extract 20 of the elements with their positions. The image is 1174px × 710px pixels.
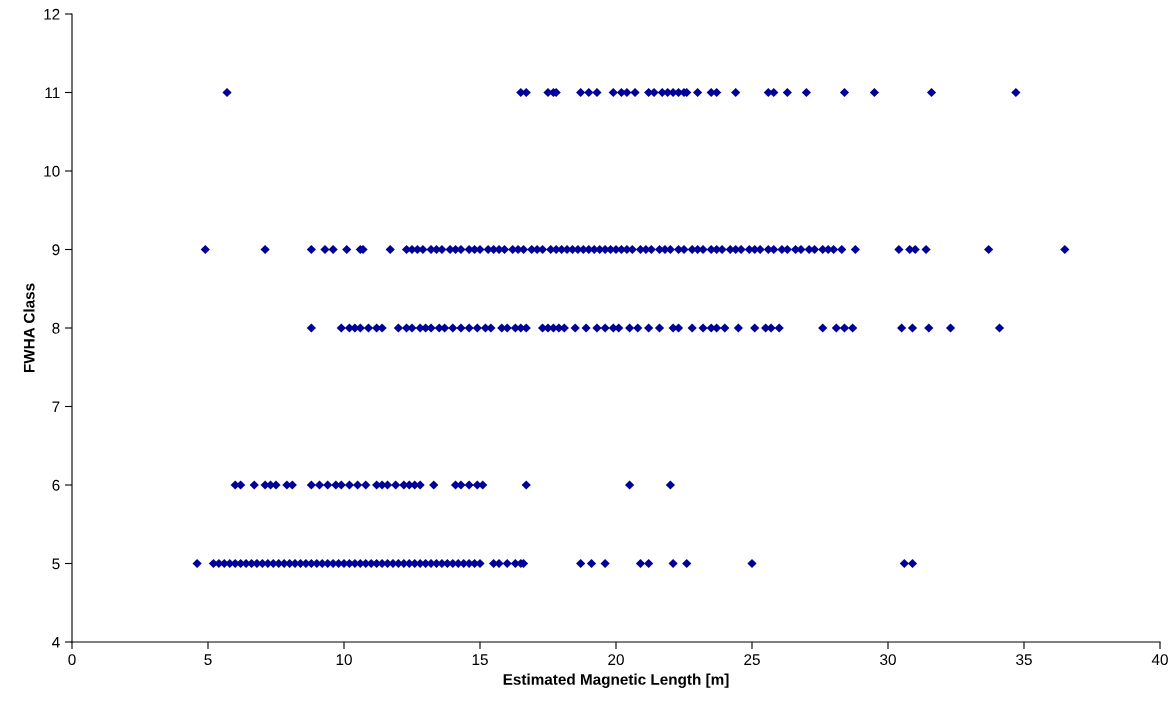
x-tick-label: 15 xyxy=(472,654,488,666)
y-tick-label: 9 xyxy=(52,244,60,256)
x-tick-label: 25 xyxy=(744,654,760,666)
x-tick-label: 0 xyxy=(68,654,76,666)
x-tick-label: 20 xyxy=(608,654,624,666)
y-tick-label: 4 xyxy=(52,637,60,648)
y-tick-label: 10 xyxy=(44,165,60,177)
y-tick-label: 6 xyxy=(52,479,60,491)
x-tick-label: 30 xyxy=(880,654,896,666)
y-axis-title: FWHA Class xyxy=(23,283,35,373)
x-tick-label: 40 xyxy=(1151,654,1168,666)
x-tick-label: 5 xyxy=(204,654,212,666)
x-tick-label: 10 xyxy=(336,654,352,666)
y-tick-label: 7 xyxy=(52,401,60,413)
y-tick-label: 11 xyxy=(45,87,60,99)
y-tick-label: 12 xyxy=(44,8,60,20)
y-tick-label: 5 xyxy=(52,558,60,570)
y-tick-label: 8 xyxy=(52,322,60,334)
x-axis-title: Estimated Magnetic Length [m] xyxy=(503,673,729,688)
x-tick-label: 35 xyxy=(1016,654,1032,666)
